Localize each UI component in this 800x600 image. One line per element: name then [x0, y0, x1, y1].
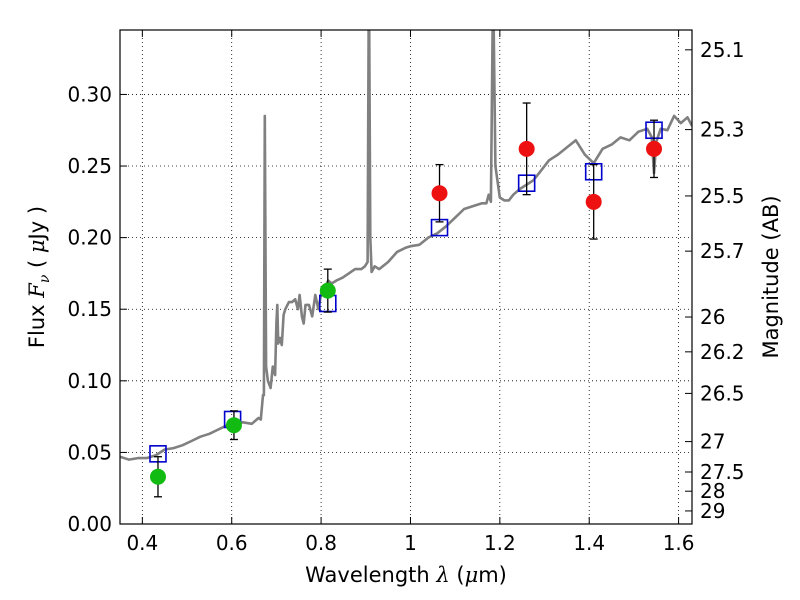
nir-detection-point [646, 140, 663, 157]
x-tick-label: 0.4 [126, 531, 158, 555]
y-tick-label: 0.30 [67, 82, 112, 106]
y-tick-label: 0.05 [67, 440, 112, 464]
y2-tick-label: 26.5 [700, 381, 745, 405]
grid-lines [120, 30, 692, 524]
y2-tick-label: 28 [700, 479, 725, 503]
series-layer [120, 30, 692, 498]
nir-detection-point [518, 140, 535, 157]
y-axis-title: Flux Fν ( μJy ) [25, 206, 53, 348]
y2-tick-label: 27 [700, 430, 725, 454]
y2-tick-label: 26 [700, 305, 725, 329]
tick-marks [120, 30, 692, 525]
optical-detection-point [319, 282, 336, 299]
y-tick-label: 0.10 [67, 369, 112, 393]
x-tick-label: 1 [404, 531, 417, 555]
x-tick-label: 1.4 [573, 531, 605, 555]
axes-frame [119, 29, 693, 525]
y-tick-label: 0.15 [67, 297, 112, 321]
spectrum-line [120, 30, 692, 461]
y-tick-label: 0.00 [67, 512, 112, 536]
tick-labels: 0.4 0.6 0.8 1 1.2 1.4 1.6 0.00 0.05 0.10 0.15 0.20 0… [67, 38, 744, 555]
x-axis-title: Wavelength λ (μm) [305, 563, 507, 587]
y-tick-label: 0.20 [67, 226, 112, 250]
y2-tick-label: 27.5 [700, 460, 745, 484]
x-tick-label: 1.2 [484, 531, 516, 555]
optical-detection-point [225, 417, 242, 434]
optical-detection-point [149, 468, 166, 485]
plot-area [120, 30, 692, 498]
y2-tick-label: 25.1 [700, 38, 745, 62]
x-tick-label: 0.8 [305, 531, 337, 555]
y2-tick-label: 25.5 [700, 184, 745, 208]
y2-axis-title: Magnitude (AB) [759, 195, 783, 358]
nir-detection-point [585, 193, 602, 210]
x-tick-label: 0.6 [216, 531, 248, 555]
y2-tick-label: 25.3 [700, 118, 745, 142]
y2-tick-label: 26.2 [700, 340, 745, 364]
y2-tick-label: 25.7 [700, 239, 745, 263]
y-tick-label: 0.25 [67, 154, 112, 178]
y2-tick-label: 29 [700, 499, 725, 523]
x-tick-label: 1.6 [663, 531, 695, 555]
nir-detection-point [431, 185, 448, 202]
